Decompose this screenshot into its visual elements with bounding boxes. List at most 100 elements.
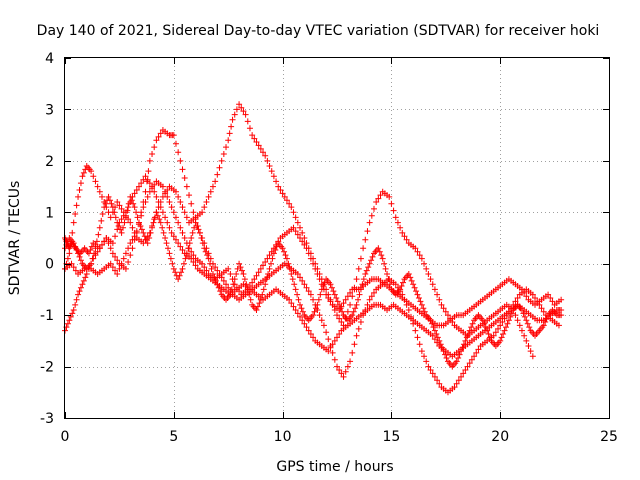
- data-point: [453, 358, 460, 365]
- data-point: [157, 219, 164, 226]
- data-point: [118, 229, 125, 236]
- data-point: [339, 308, 346, 315]
- data-point: [99, 211, 106, 217]
- data-point: [131, 233, 138, 240]
- data-point: [524, 320, 531, 327]
- data-point: [64, 320, 71, 327]
- data-point: [205, 193, 212, 200]
- data-point: [310, 260, 317, 267]
- data-point: [79, 281, 86, 288]
- chart-title: Day 140 of 2021, Sidereal Day-to-day VTE…: [37, 23, 600, 39]
- data-point: [146, 188, 153, 195]
- data-point: [521, 289, 528, 296]
- data-point: [526, 324, 533, 331]
- data-point: [299, 308, 306, 315]
- data-point: [501, 315, 508, 322]
- data-point: [516, 322, 523, 329]
- data-point: [443, 355, 450, 361]
- data-point: [194, 223, 201, 229]
- data-point: [299, 238, 306, 245]
- data-point: [310, 312, 317, 319]
- data-point: [80, 277, 87, 284]
- data-point: [532, 295, 539, 301]
- data-point: [318, 317, 325, 324]
- data-point: [207, 188, 214, 195]
- data-point: [163, 240, 170, 247]
- data-point: [77, 284, 84, 291]
- data-point: [251, 135, 258, 142]
- data-point: [112, 267, 119, 274]
- data-point: [72, 243, 79, 250]
- data-point: [241, 276, 248, 283]
- data-point: [283, 255, 290, 262]
- data-point: [414, 334, 421, 341]
- data-point: [411, 284, 418, 291]
- data-point: [70, 240, 77, 247]
- data-point: [105, 240, 112, 247]
- data-point: [175, 276, 182, 283]
- data-point: [192, 262, 199, 269]
- data-point: [458, 348, 465, 355]
- data-point: [316, 276, 323, 283]
- data-point: [297, 224, 304, 231]
- data-point: [168, 229, 175, 236]
- data-point: [272, 247, 279, 253]
- data-point: [290, 303, 297, 310]
- data-point: [310, 296, 317, 303]
- data-point: [527, 348, 534, 355]
- data-point: [420, 305, 427, 312]
- data-point: [540, 322, 547, 329]
- data-point: [310, 334, 317, 341]
- data-point: [434, 334, 441, 341]
- data-point: [388, 200, 395, 207]
- series-track-2: [62, 127, 562, 396]
- data-point: [299, 277, 306, 284]
- data-point: [244, 286, 251, 293]
- data-point: [208, 265, 215, 272]
- data-point: [521, 313, 528, 320]
- data-point: [178, 269, 185, 276]
- data-point: [501, 327, 508, 334]
- data-point: [70, 264, 77, 271]
- data-point: [327, 298, 334, 305]
- data-point: [140, 204, 147, 211]
- data-point: [373, 199, 380, 205]
- data-point: [220, 277, 227, 284]
- data-point: [468, 324, 475, 331]
- data-point: [416, 252, 423, 259]
- data-point: [338, 370, 345, 377]
- data-point: [217, 288, 224, 295]
- data-point: [370, 205, 377, 212]
- data-point: [431, 286, 438, 293]
- data-point: [421, 308, 428, 315]
- data-point: [262, 259, 269, 265]
- y-tick-label: 0: [45, 257, 54, 273]
- data-point: [368, 212, 375, 219]
- data-point: [286, 296, 293, 303]
- data-point: [323, 291, 330, 298]
- data-point: [418, 348, 425, 355]
- data-point: [68, 260, 75, 267]
- data-point: [186, 192, 193, 199]
- data-point: [255, 269, 262, 276]
- data-point: [114, 271, 121, 277]
- data-point: [214, 171, 221, 178]
- data-point: [353, 301, 360, 308]
- data-point: [327, 281, 334, 288]
- data-point: [120, 255, 127, 262]
- x-axis-ticks: 0 5 10 15 20 25: [61, 58, 618, 445]
- data-point: [125, 259, 132, 265]
- data-point: [433, 331, 440, 337]
- data-point: [226, 130, 233, 137]
- data-point: [253, 307, 260, 313]
- data-point: [233, 106, 240, 113]
- data-point: [203, 267, 210, 274]
- data-point: [259, 291, 266, 298]
- data-point: [238, 267, 245, 274]
- data-point: [72, 301, 79, 308]
- y-axis-label: SDTVAR / TECUs: [7, 181, 23, 296]
- data-point: [466, 327, 473, 334]
- data-point: [127, 219, 134, 226]
- data-point: [94, 183, 101, 190]
- data-point: [312, 305, 319, 312]
